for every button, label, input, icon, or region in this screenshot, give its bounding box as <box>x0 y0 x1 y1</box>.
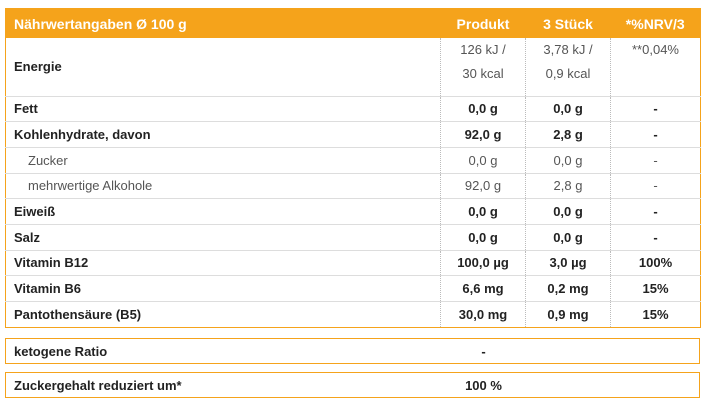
nutrient-label: Pantothensäure (B5) <box>14 306 142 322</box>
value-cell: 100% <box>610 250 701 276</box>
header-cell: Produkt <box>440 8 526 38</box>
nutrient-row: Pantothensäure (B5) 30,0 mg 0,9 mg 15% <box>6 301 701 328</box>
value-line: 0,9 kcal <box>545 66 591 81</box>
value-cell: 3,78 kJ / 0,9 kcal <box>525 38 611 96</box>
nutrient-row: Kohlenhydrate, davon 92,0 g 2,8 g- <box>5 121 701 148</box>
header-cell: 3 Stück <box>525 8 611 38</box>
value-cell: 30,0 mg <box>440 301 526 328</box>
nutrient-label: Vitamin B12 <box>14 255 89 271</box>
header-cell: Nährwertangaben Ø 100 g <box>5 8 441 38</box>
value-cell: - <box>610 96 701 122</box>
info-box: ketogene Ratio - <box>5 338 700 364</box>
value-cell: - <box>610 198 701 225</box>
value-cell: 6,6 mg <box>440 275 526 302</box>
value-cell: 2,8 g <box>525 173 611 199</box>
nutrition-panel: Nährwertangaben Ø 100 g Produkt 3 Stück *%N… <box>5 8 701 398</box>
nutrient-label: Eiweiß <box>14 204 56 220</box>
value-cell: - <box>610 224 701 251</box>
nutrient-label: Salz <box>14 229 41 245</box>
value-cell: 0,0 g <box>440 147 526 174</box>
header-cell: *%NRV/3 <box>610 8 701 38</box>
value-cell: 126 kJ / 30 kcal <box>440 38 526 96</box>
value-cell: - <box>610 147 701 174</box>
value-cell: 2,8 g <box>525 121 611 148</box>
value-cell: 3,0 µg <box>525 250 611 276</box>
value-line: 3,78 kJ / <box>543 42 593 57</box>
value-cell: **0,04% <box>610 38 701 96</box>
value-line: 30 kcal <box>462 66 504 81</box>
info-value: 100 % <box>465 378 502 393</box>
nutrient-row: mehrwertige Alkohole 92,0 g 2,8 g- <box>5 173 701 199</box>
nutrient-label: mehrwertige Alkohole <box>28 178 153 194</box>
value-line: **0,04% <box>632 42 679 57</box>
nutrient-label: Zucker <box>28 152 68 168</box>
nutrient-label: Energie <box>14 59 62 75</box>
nutrient-row: Salz 0,0 g 0,0 g- <box>5 224 701 251</box>
value-cell: 0,0 g <box>440 198 526 225</box>
value-cell: - <box>610 121 701 148</box>
nutrient-row: Energie 126 kJ / 30 kcal 3,78 kJ / 0,9 kcal *… <box>5 38 701 96</box>
nutrient-row: Vitamin B6 6,6 mg 0,2 mg 15% <box>5 275 701 302</box>
value-cell: 92,0 g <box>440 121 526 148</box>
nutrient-row: Zucker 0,0 g 0,0 g- <box>5 147 701 174</box>
value-cell: 0,0 g <box>525 198 611 225</box>
nutrition-table: Nährwertangaben Ø 100 g Produkt 3 Stück *%N… <box>5 8 701 328</box>
value-cell: 0,0 g <box>440 224 526 251</box>
table-body: Energie 126 kJ / 30 kcal 3,78 kJ / 0,9 kcal *… <box>5 38 701 328</box>
value-cell: 15% <box>610 275 701 302</box>
nutrient-row: Eiweiß 0,0 g 0,0 g- <box>5 198 701 225</box>
value-line: 126 kJ / <box>460 42 506 57</box>
value-cell: 0,0 g <box>440 96 526 122</box>
info-value: - <box>481 344 486 359</box>
value-cell: 0,0 g <box>525 147 611 174</box>
value-cell: 100,0 µg <box>440 250 526 276</box>
value-cell: 0,9 mg <box>525 301 611 328</box>
nutrient-row: Vitamin B12 100,0 µg 3,0 µg 100% <box>5 250 701 276</box>
nutrient-label: Kohlenhydrate, davon <box>14 127 151 143</box>
nutrient-label: Vitamin B6 <box>14 281 81 297</box>
value-cell: 92,0 g <box>440 173 526 199</box>
value-cell: 0,0 g <box>525 224 611 251</box>
nutrient-row: Fett 0,0 g 0,0 g- <box>5 96 701 122</box>
info-label: ketogene Ratio <box>14 344 108 359</box>
value-cell: - <box>610 173 701 199</box>
info-box: Zuckergehalt reduziert um* 100 % <box>5 372 700 398</box>
nutrient-label: Fett <box>14 101 38 117</box>
info-label: Zuckergehalt reduziert um* <box>14 378 182 393</box>
value-cell: 15% <box>610 301 701 328</box>
header-row: Nährwertangaben Ø 100 g Produkt 3 Stück *%N… <box>5 8 701 38</box>
value-cell: 0,0 g <box>525 96 611 122</box>
value-cell: 0,2 mg <box>525 275 611 302</box>
